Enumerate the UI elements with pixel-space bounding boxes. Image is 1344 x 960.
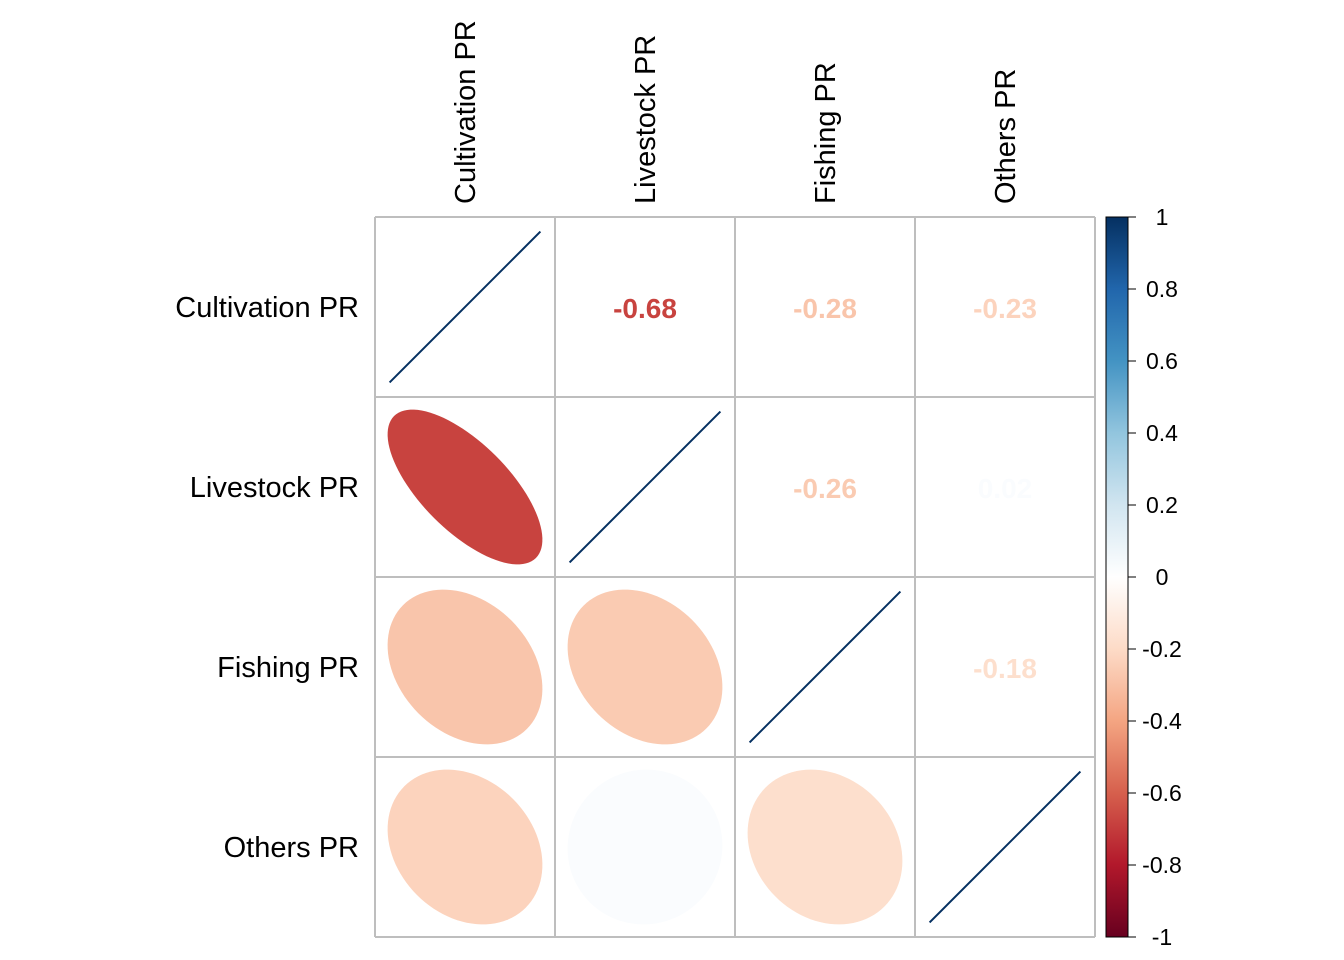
- correlation-ellipse: [568, 410, 722, 564]
- correlation-ellipse: [387, 769, 543, 925]
- correlation-value: 0.02: [978, 473, 1033, 504]
- legend-tick-label: 0.2: [1146, 492, 1178, 518]
- legend-tick-label: -0.8: [1142, 852, 1182, 878]
- correlation-value: -0.23: [973, 293, 1037, 324]
- legend-tick-label: 1: [1156, 204, 1169, 230]
- column-label: Cultivation PR: [450, 20, 482, 204]
- legend-tick-label: -1: [1152, 924, 1172, 950]
- row-label: Fishing PR: [217, 652, 359, 684]
- legend-tick-label: -0.2: [1142, 636, 1182, 662]
- row-label: Cultivation PR: [175, 292, 359, 324]
- correlation-ellipse: [928, 770, 1082, 924]
- correlation-ellipse: [387, 589, 543, 745]
- correlation-ellipse: [567, 769, 723, 925]
- column-labels: Cultivation PR Livestock PR Fishing PR Othe…: [450, 20, 1022, 204]
- row-label: Livestock PR: [190, 472, 359, 504]
- correlation-ellipse: [567, 589, 723, 745]
- legend-tick-label: 0.6: [1146, 348, 1178, 374]
- column-label: Livestock PR: [630, 35, 662, 204]
- cell-layer: -0.68 -0.28 -0.23 -0.26 0.02 -0.18: [387, 230, 1082, 925]
- legend-tick-label: -0.6: [1142, 780, 1182, 806]
- correlation-ellipse: [748, 590, 902, 744]
- legend-tick-label: -0.4: [1142, 708, 1182, 734]
- legend-tick-label: 0.8: [1146, 276, 1178, 302]
- correlation-value: -0.68: [613, 293, 677, 324]
- color-legend: 1 0.8 0.6 0.4 0.2 0 -0.2 -0.4 -0.6 -0.8 -1: [1105, 204, 1182, 950]
- column-label: Fishing PR: [810, 62, 842, 204]
- correlation-ellipse: [747, 769, 903, 925]
- row-labels: Cultivation PR Livestock PR Fishing PR Othe…: [175, 292, 359, 864]
- column-label: Others PR: [990, 69, 1022, 204]
- correlation-value: -0.26: [793, 473, 857, 504]
- correlation-value: -0.28: [793, 293, 857, 324]
- legend-tick-label: 0: [1156, 564, 1169, 590]
- legend-tick-label: 0.4: [1146, 420, 1178, 446]
- grid-layer: [374, 216, 1096, 938]
- correlation-ellipse: [388, 230, 542, 384]
- row-label: Others PR: [224, 832, 359, 864]
- correlation-ellipse: [387, 409, 543, 565]
- correlation-value: -0.18: [973, 653, 1037, 684]
- color-bar: [1105, 216, 1129, 938]
